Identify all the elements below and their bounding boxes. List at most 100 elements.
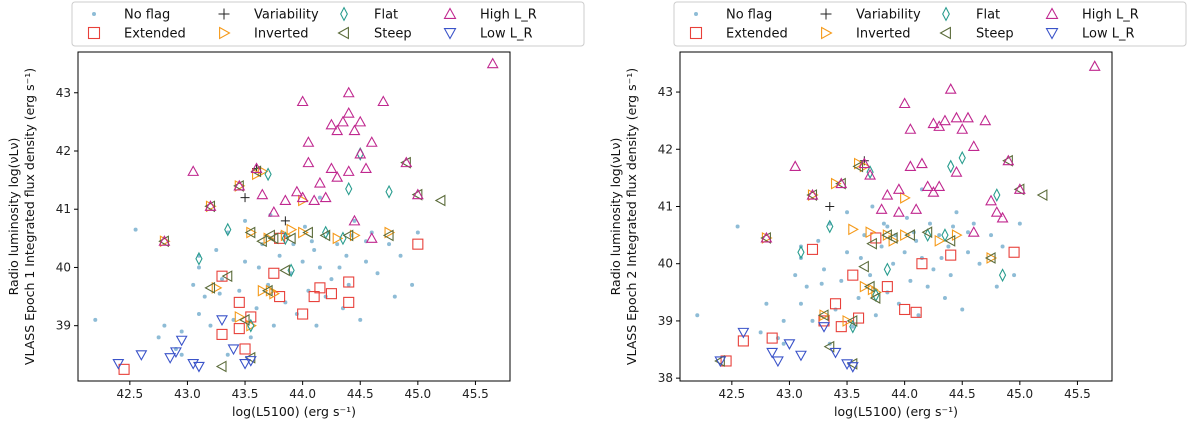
data-point [888, 234, 900, 247]
data-point [885, 290, 890, 295]
x-tick-label: 45.0 [1006, 387, 1033, 401]
data-point [349, 229, 361, 242]
legend-marker [218, 8, 230, 20]
data-point [977, 261, 982, 266]
data-point [118, 363, 130, 375]
data-point [881, 221, 886, 226]
data-point [798, 301, 803, 306]
data-point [208, 323, 213, 328]
data-point [806, 188, 819, 200]
data-point [216, 315, 228, 326]
data-point [919, 255, 924, 260]
x-tick-label: 44.0 [891, 387, 918, 401]
data-point [274, 291, 286, 303]
data-point [960, 307, 965, 312]
data-point [243, 218, 248, 223]
data-point [951, 229, 963, 242]
data-point [856, 296, 861, 301]
data-point [233, 296, 245, 308]
data-point [854, 157, 865, 170]
y-tick-label: 40 [56, 260, 71, 274]
data-point [797, 245, 805, 260]
data-point [332, 232, 344, 245]
legend-marker [92, 12, 96, 16]
legend-label: Extended [124, 27, 186, 42]
legend: No flag Variability Flat High L_R Extended In… [673, 1, 1187, 47]
data-point [795, 350, 807, 362]
data-point [244, 226, 256, 239]
data-point [302, 156, 315, 168]
data-point [904, 160, 917, 171]
data-point [256, 188, 269, 200]
legend-box [71, 1, 585, 47]
data-point [858, 255, 863, 260]
data-point [267, 232, 279, 245]
data-point [873, 313, 878, 318]
legend-marker [689, 26, 703, 40]
data-point [434, 194, 446, 207]
data-point [904, 215, 909, 220]
data-point [279, 264, 290, 277]
data-point [900, 191, 911, 204]
legend-label: No flag [124, 8, 170, 23]
data-point [231, 317, 236, 322]
x-axis-label: log(L5100) (erg s⁻¹) [232, 404, 356, 419]
x-tick-label: 45.0 [404, 387, 431, 401]
data-point [268, 267, 280, 279]
legend-marker [1045, 7, 1059, 19]
data-point [308, 194, 321, 206]
x-tick-label: 44.5 [949, 387, 976, 401]
data-point [789, 160, 802, 171]
y-tick-label: 39 [56, 319, 71, 333]
data-point [950, 111, 963, 123]
data-point [858, 260, 869, 273]
series-flat [797, 150, 1007, 334]
x-tick-label: 42.5 [116, 387, 143, 401]
data-point [256, 235, 267, 248]
data-point [248, 335, 253, 340]
series-inverted [159, 165, 396, 332]
data-point [833, 307, 838, 312]
series-high-l-r [158, 57, 499, 246]
data-point [342, 86, 355, 98]
data-point [867, 283, 879, 296]
data-point [925, 284, 930, 289]
data-point [375, 271, 380, 276]
legend-label: Flat [374, 8, 398, 23]
data-point [400, 156, 413, 168]
data-point [214, 247, 219, 252]
data-point [944, 83, 957, 94]
series-steep [158, 156, 446, 373]
y-tick-label: 38 [658, 371, 673, 385]
data-point [937, 233, 942, 238]
series-high-l-r [760, 60, 1101, 243]
data-point [175, 335, 188, 347]
data-point [910, 203, 923, 214]
data-point [850, 324, 855, 329]
data-point [886, 232, 898, 244]
data-point [996, 211, 1009, 223]
data-point [879, 244, 884, 249]
data-point [760, 231, 773, 243]
data-point [314, 323, 319, 328]
data-point [967, 140, 980, 151]
data-point [883, 262, 891, 277]
data-point [387, 242, 392, 247]
data-point [881, 229, 892, 242]
x-tick-label: 45.5 [462, 387, 489, 401]
series-inverted [761, 157, 998, 327]
data-point [302, 136, 315, 147]
data-point [998, 268, 1007, 283]
data-point [825, 201, 835, 211]
data-point [826, 219, 834, 234]
x-tick-label: 42.5 [718, 387, 745, 401]
x-tick-label: 43.5 [834, 387, 861, 401]
legend-label: Variability [856, 8, 921, 23]
data-point [265, 284, 277, 297]
data-point [760, 232, 771, 244]
legend-marker [340, 6, 348, 22]
data-point [942, 296, 947, 301]
data-point [891, 261, 896, 266]
legend-label: No flag [726, 8, 772, 23]
data-point [892, 206, 905, 217]
